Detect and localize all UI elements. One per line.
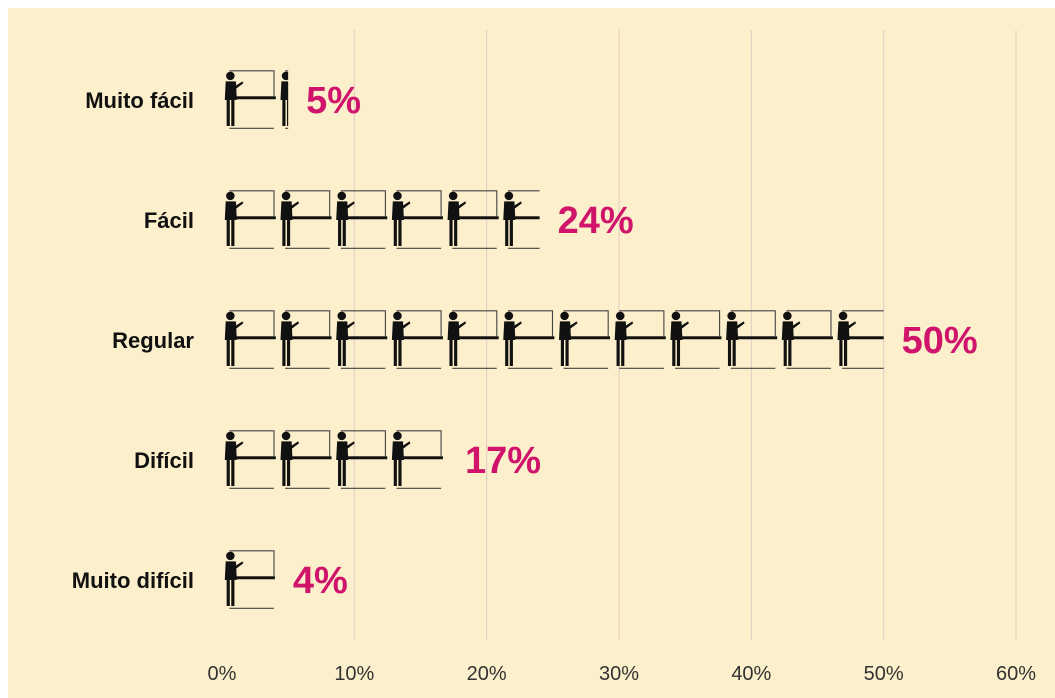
value-label: 4% — [293, 560, 348, 602]
category-label: Difícil — [134, 448, 194, 473]
x-axis-tick-labels: 0% 10% 20% 30% 40% 50% 60% — [208, 663, 1037, 685]
value-labels: 5% 24% 50% 17% 4% — [293, 80, 978, 602]
chart-background — [8, 8, 1055, 698]
x-tick-label: 0% — [208, 663, 237, 685]
x-tick-label: 30% — [599, 663, 639, 685]
value-label: 24% — [558, 200, 634, 242]
value-label: 17% — [465, 440, 541, 482]
x-tick-label: 20% — [467, 663, 507, 685]
category-label: Fácil — [144, 208, 194, 233]
value-label: 50% — [902, 320, 978, 362]
value-label: 5% — [306, 80, 361, 122]
x-tick-label: 60% — [996, 663, 1036, 685]
category-label: Muito fácil — [85, 88, 194, 113]
category-label: Muito difícil — [72, 568, 194, 593]
category-labels: Muito fácil Fácil Regular Difícil Muito difí… — [72, 88, 195, 593]
x-tick-label: 10% — [334, 663, 374, 685]
x-tick-label: 50% — [864, 663, 904, 685]
x-tick-label: 40% — [731, 663, 771, 685]
category-label: Regular — [112, 328, 194, 353]
